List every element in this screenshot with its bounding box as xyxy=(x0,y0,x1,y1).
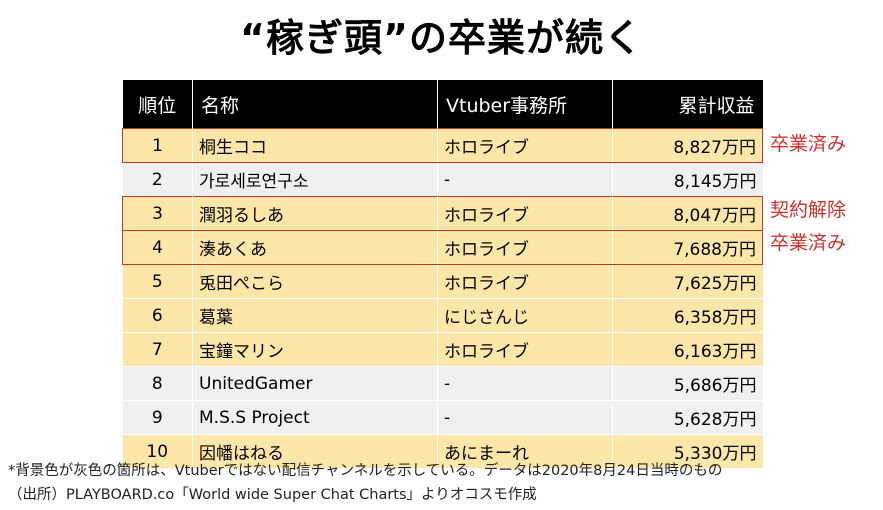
earnings-cell: 6,163万円 xyxy=(612,332,763,367)
footnote-source: （出所）PLAYBOARD.co「World wide Super Chat C… xyxy=(8,487,537,503)
office-cell: ホロライブ xyxy=(437,332,613,367)
office-cell: あにまーれ xyxy=(437,434,613,468)
earnings-cell: 8,145万円 xyxy=(612,162,763,197)
rank-cell: 5 xyxy=(122,264,193,299)
table-row: 2 가로세로연구소 -8,145万円 xyxy=(122,162,763,197)
rank-cell: 4 xyxy=(122,230,193,265)
office-cell: ホロライブ xyxy=(437,264,613,299)
office-cell: - xyxy=(437,366,613,401)
office-cell: ホロライブ xyxy=(437,128,613,163)
name-cell: 宝鐘マリン xyxy=(192,332,438,367)
status-note: 卒業済み xyxy=(770,133,847,155)
name-cell: 湊あくあ xyxy=(192,230,438,265)
table-row: 8 UnitedGamer -5,686万円 xyxy=(122,366,763,401)
earnings-cell: 8,827万円 xyxy=(612,128,763,163)
rank-cell: 2 xyxy=(122,162,193,197)
column-header-name: 名称 xyxy=(192,80,438,129)
table-row: 9 M.S.S Project -5,628万円 xyxy=(122,400,763,435)
name-cell: UnitedGamer xyxy=(192,366,438,401)
table-row: 6 葛葉 にじさんじ 6,358万円 xyxy=(122,298,763,333)
column-header-earnings: 累計収益 xyxy=(612,80,763,129)
earnings-cell: 8,047万円 xyxy=(612,196,763,231)
page-title: “稼ぎ頭”の卒業が続く xyxy=(240,16,643,60)
rank-cell: 1 xyxy=(122,128,193,163)
name-cell: 兎田ぺこら xyxy=(192,264,438,299)
office-cell: ホロライブ xyxy=(437,196,613,231)
table-row: 4 湊あくあ ホロライブ 7,688万円 xyxy=(122,230,763,265)
name-cell: 潤羽るしあ xyxy=(192,196,438,231)
footnote-data-note: *背景色が灰色の箇所は、Vtuberではない配信チャンネルを示している。データは… xyxy=(8,463,723,479)
column-header-rank: 順位 xyxy=(122,80,193,129)
status-note: 契約解除 xyxy=(770,199,847,221)
earnings-cell: 6,358万円 xyxy=(612,298,763,333)
office-cell: - xyxy=(437,400,613,435)
rank-cell: 7 xyxy=(122,332,193,367)
name-cell: M.S.S Project xyxy=(192,400,438,435)
earnings-cell: 7,625万円 xyxy=(612,264,763,299)
rank-cell: 9 xyxy=(122,400,193,435)
earnings-cell: 5,686万円 xyxy=(612,366,763,401)
rank-cell: 6 xyxy=(122,298,193,333)
name-cell: 가로세로연구소 xyxy=(192,162,438,197)
table-row: 1 桐生ココ ホロライブ 8,827万円 xyxy=(122,128,763,163)
table-row: 7 宝鐘マリン ホロライブ 6,163万円 xyxy=(122,332,763,367)
rank-cell: 10 xyxy=(122,434,193,468)
name-cell: 桐生ココ xyxy=(192,128,438,163)
table-header-row: 順位 名称 Vtuber事務所 累計収益 xyxy=(122,80,763,129)
ranking-table: 順位 名称 Vtuber事務所 累計収益 1 桐生ココ ホロライブ 8,827万円 2 가… xyxy=(122,80,763,468)
rank-cell: 8 xyxy=(122,366,193,401)
status-note: 卒業済み xyxy=(770,232,847,254)
office-cell: にじさんじ xyxy=(437,298,613,333)
table-body: 1 桐生ココ ホロライブ 8,827万円 2 가로세로연구소 -8,145万円 3 潤羽るしあホ… xyxy=(122,128,763,468)
table-row: 3 潤羽るしあ ホロライブ 8,047万円 xyxy=(122,196,763,231)
earnings-cell: 7,688万円 xyxy=(612,230,763,265)
name-cell: 因幡はねる xyxy=(192,434,438,468)
table-row: 10 因幡はねる あにまーれ 5,330万円 xyxy=(122,434,763,468)
column-header-office: Vtuber事務所 xyxy=(437,80,613,129)
office-cell: - xyxy=(437,162,613,197)
earnings-cell: 5,628万円 xyxy=(612,400,763,435)
table-row: 5 兎田ぺこら ホロライブ 7,625万円 xyxy=(122,264,763,299)
office-cell: ホロライブ xyxy=(437,230,613,265)
name-cell: 葛葉 xyxy=(192,298,438,333)
rank-cell: 3 xyxy=(122,196,193,231)
earnings-cell: 5,330万円 xyxy=(612,434,763,468)
